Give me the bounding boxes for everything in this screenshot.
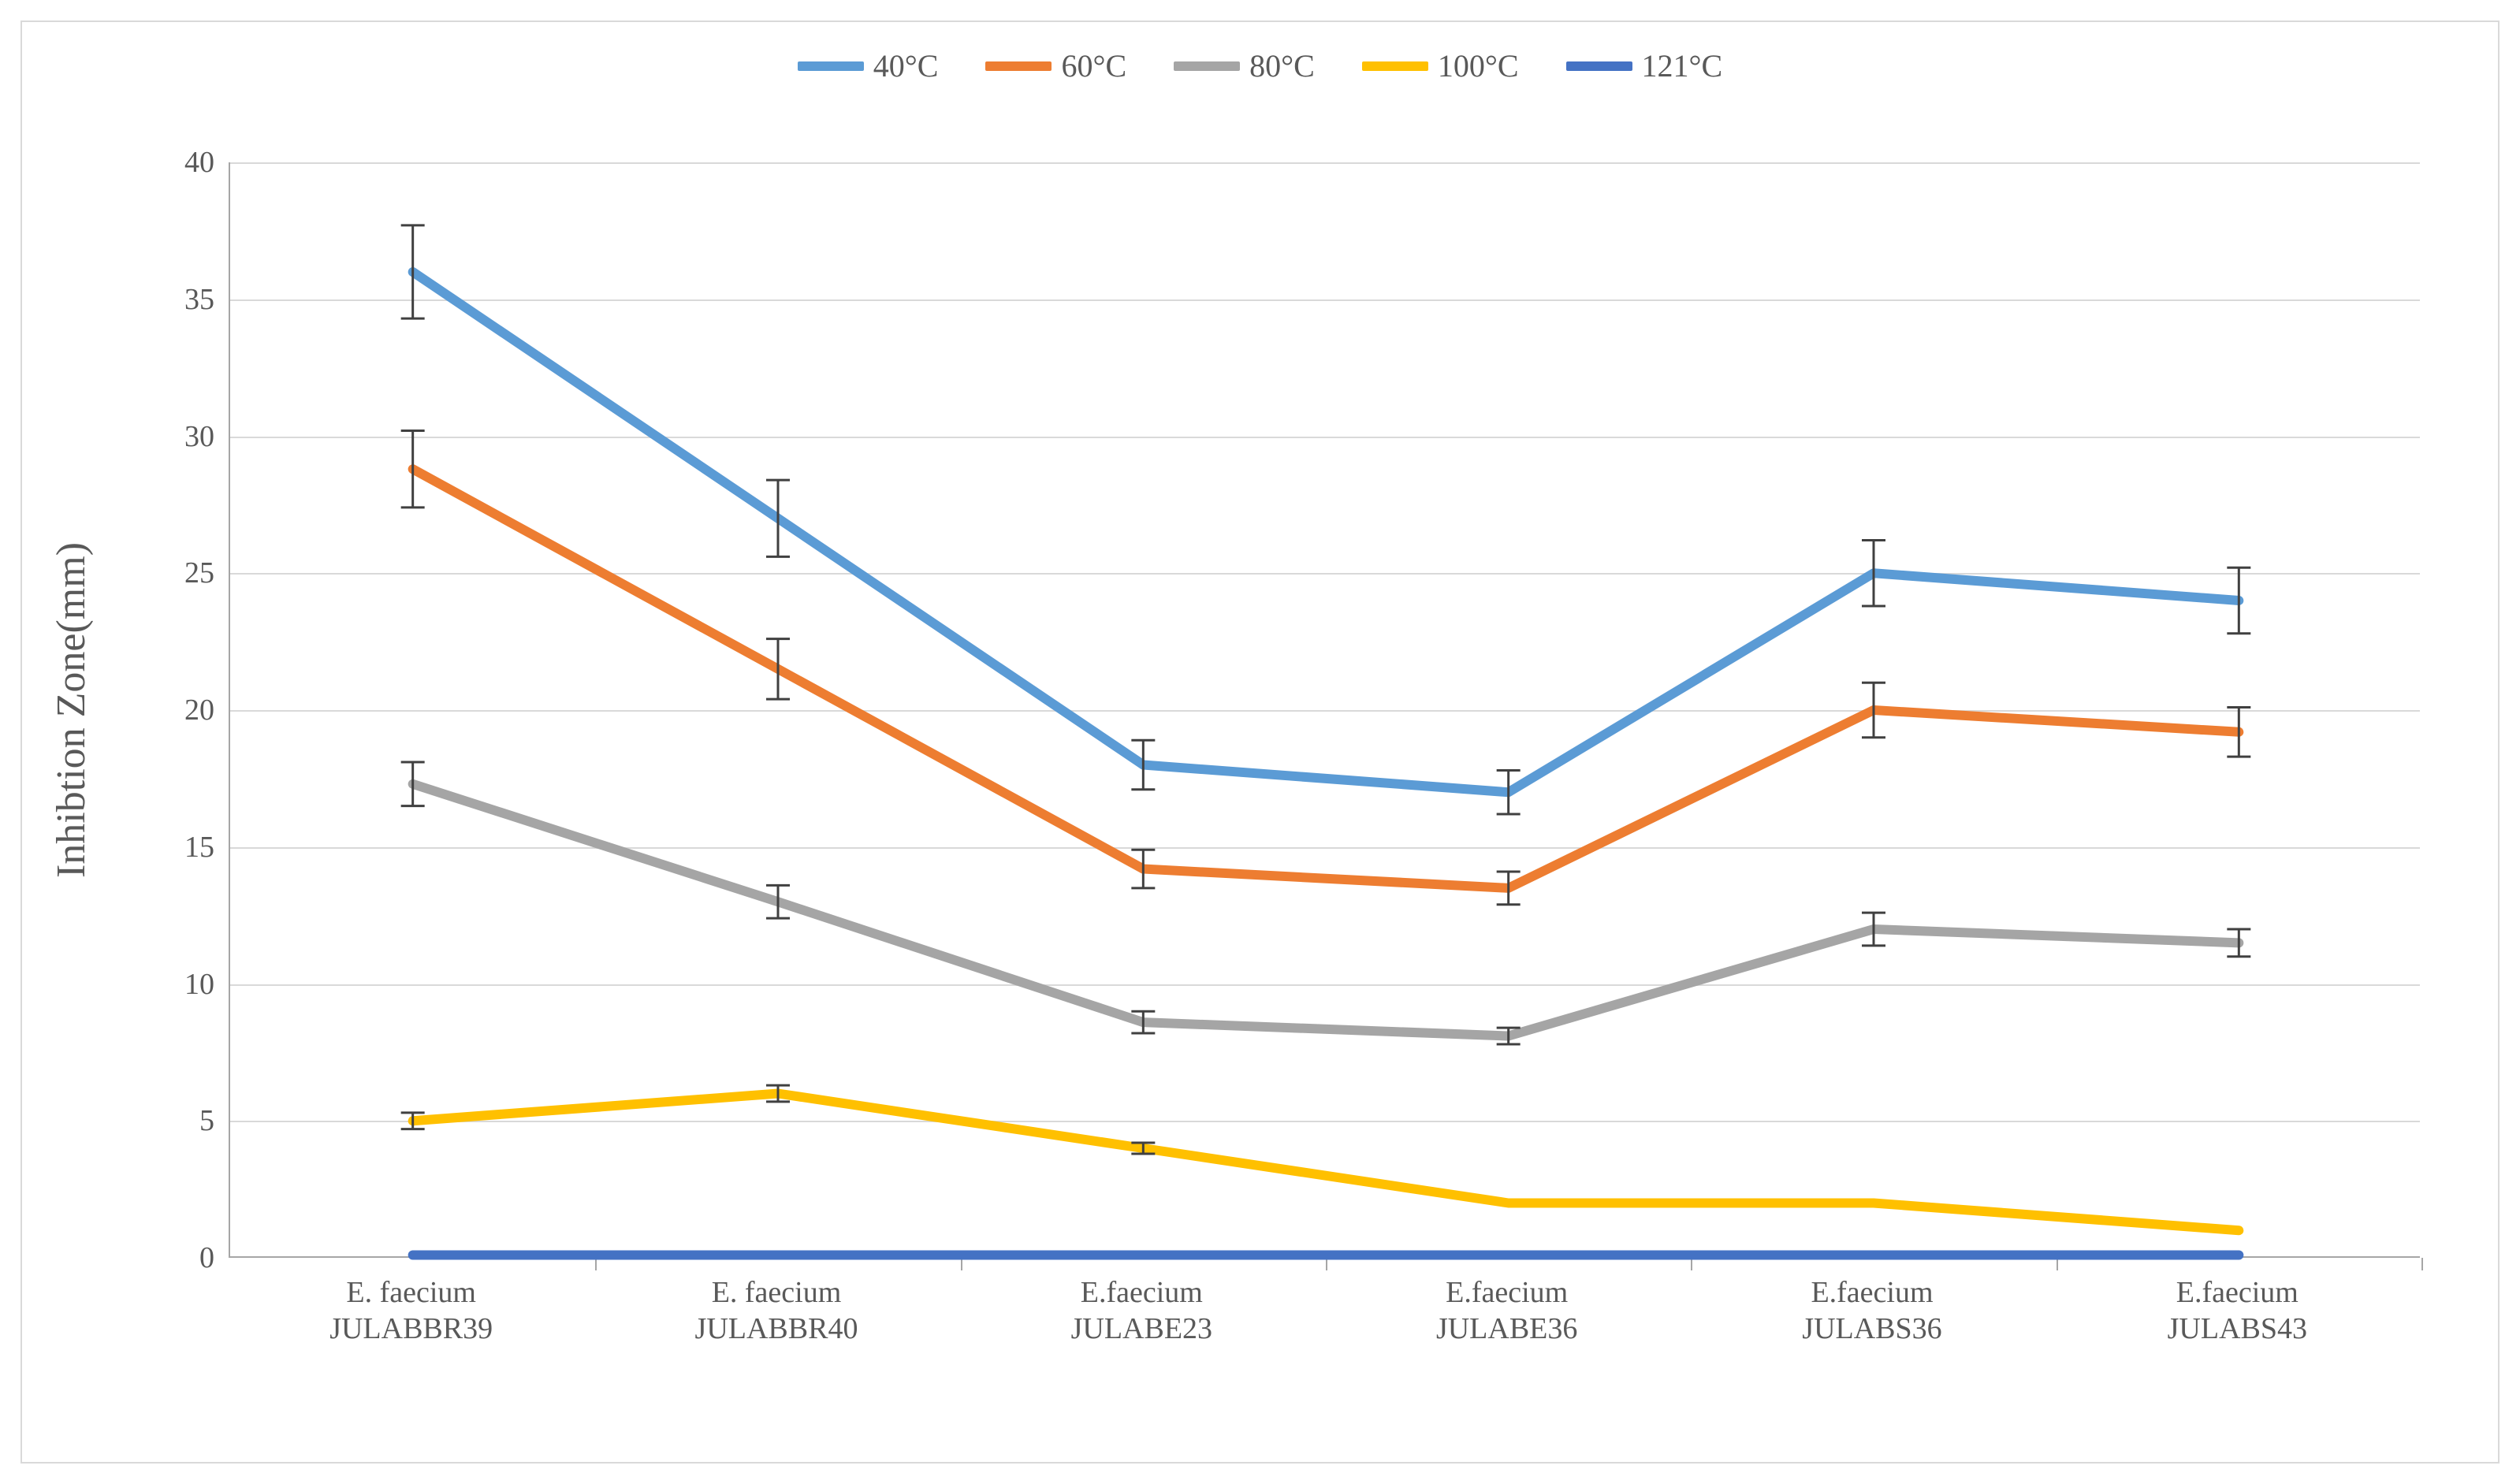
x-tick-mark xyxy=(2421,1258,2423,1270)
legend-label: 100°C xyxy=(1438,47,1519,84)
y-tick-label: 25 xyxy=(151,556,214,590)
legend-swatch xyxy=(1566,61,1632,71)
legend-label: 40°C xyxy=(873,47,939,84)
x-category-label: E.faecium JULABS43 xyxy=(2055,1275,2420,1347)
y-tick-label: 30 xyxy=(151,419,214,454)
x-category-label: E. faecium JULABBR40 xyxy=(594,1275,958,1347)
legend-label: 80°C xyxy=(1249,47,1315,84)
legend-label: 60°C xyxy=(1061,47,1126,84)
x-category-label: E.faecium JULABS36 xyxy=(1689,1275,2054,1347)
x-category-label: E. faecium JULABBR39 xyxy=(229,1275,594,1347)
y-tick-label: 35 xyxy=(151,282,214,317)
y-tick-label: 10 xyxy=(151,967,214,1002)
legend: 40°C 60°C 80°C 100°C 121°C xyxy=(0,47,2520,84)
series-line xyxy=(413,469,2239,888)
plot-area xyxy=(229,162,2420,1258)
legend-label: 121°C xyxy=(1642,47,1723,84)
y-axis-title: Inhibtion Zone(mm) xyxy=(48,542,95,878)
legend-swatch xyxy=(985,61,1052,71)
x-category-label: E.faecium JULABE23 xyxy=(959,1275,1324,1347)
legend-item: 60°C xyxy=(985,47,1126,84)
y-tick-label: 15 xyxy=(151,830,214,865)
y-tick-label: 5 xyxy=(151,1103,214,1138)
legend-swatch xyxy=(798,61,864,71)
x-category-label: E.faecium JULABE36 xyxy=(1324,1275,1689,1347)
legend-item: 121°C xyxy=(1566,47,1723,84)
series-line xyxy=(413,1094,2239,1231)
y-tick-label: 20 xyxy=(151,693,214,727)
legend-swatch xyxy=(1362,61,1428,71)
legend-item: 100°C xyxy=(1362,47,1519,84)
chart-container: 40°C 60°C 80°C 100°C 121°C 0 5 10 15 20 25 30 35 40 In… xyxy=(0,0,2520,1484)
y-tick-label: 0 xyxy=(151,1240,214,1275)
legend-item: 80°C xyxy=(1174,47,1315,84)
legend-swatch xyxy=(1174,61,1240,71)
series-line xyxy=(413,784,2239,1036)
series-svg-layer xyxy=(230,162,2421,1258)
y-tick-label: 40 xyxy=(151,145,214,180)
legend-item: 40°C xyxy=(798,47,939,84)
